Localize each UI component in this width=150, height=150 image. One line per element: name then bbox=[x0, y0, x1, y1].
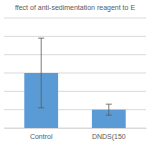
chart: ffect of anti-sedimentation reagent to E… bbox=[0, 0, 150, 150]
title: ffect of anti-sedimentation reagent to E bbox=[15, 4, 135, 12]
grid bbox=[4, 18, 146, 128]
error-stem bbox=[108, 104, 109, 115]
x-tick: DNDS(150 bbox=[92, 128, 126, 141]
error-bar bbox=[38, 38, 44, 108]
x-tick: Control bbox=[30, 128, 53, 140]
x-axis-line bbox=[5, 128, 147, 129]
x-axis: Control DNDS(150 bbox=[5, 128, 147, 141]
error-cap bbox=[106, 115, 112, 116]
plot: Control DNDS(150 bbox=[4, 18, 147, 141]
error-cap bbox=[106, 104, 112, 105]
error-cap bbox=[38, 38, 44, 39]
grid-line bbox=[4, 18, 146, 19]
x-tick-label: DNDS(150 bbox=[92, 133, 126, 141]
error-cap bbox=[38, 107, 44, 108]
grid-line bbox=[4, 36, 146, 37]
x-tick-label: Control bbox=[30, 133, 53, 140]
error-bar bbox=[106, 104, 112, 115]
marks bbox=[24, 38, 125, 128]
grid-line bbox=[4, 54, 146, 55]
error-stem bbox=[41, 38, 42, 108]
